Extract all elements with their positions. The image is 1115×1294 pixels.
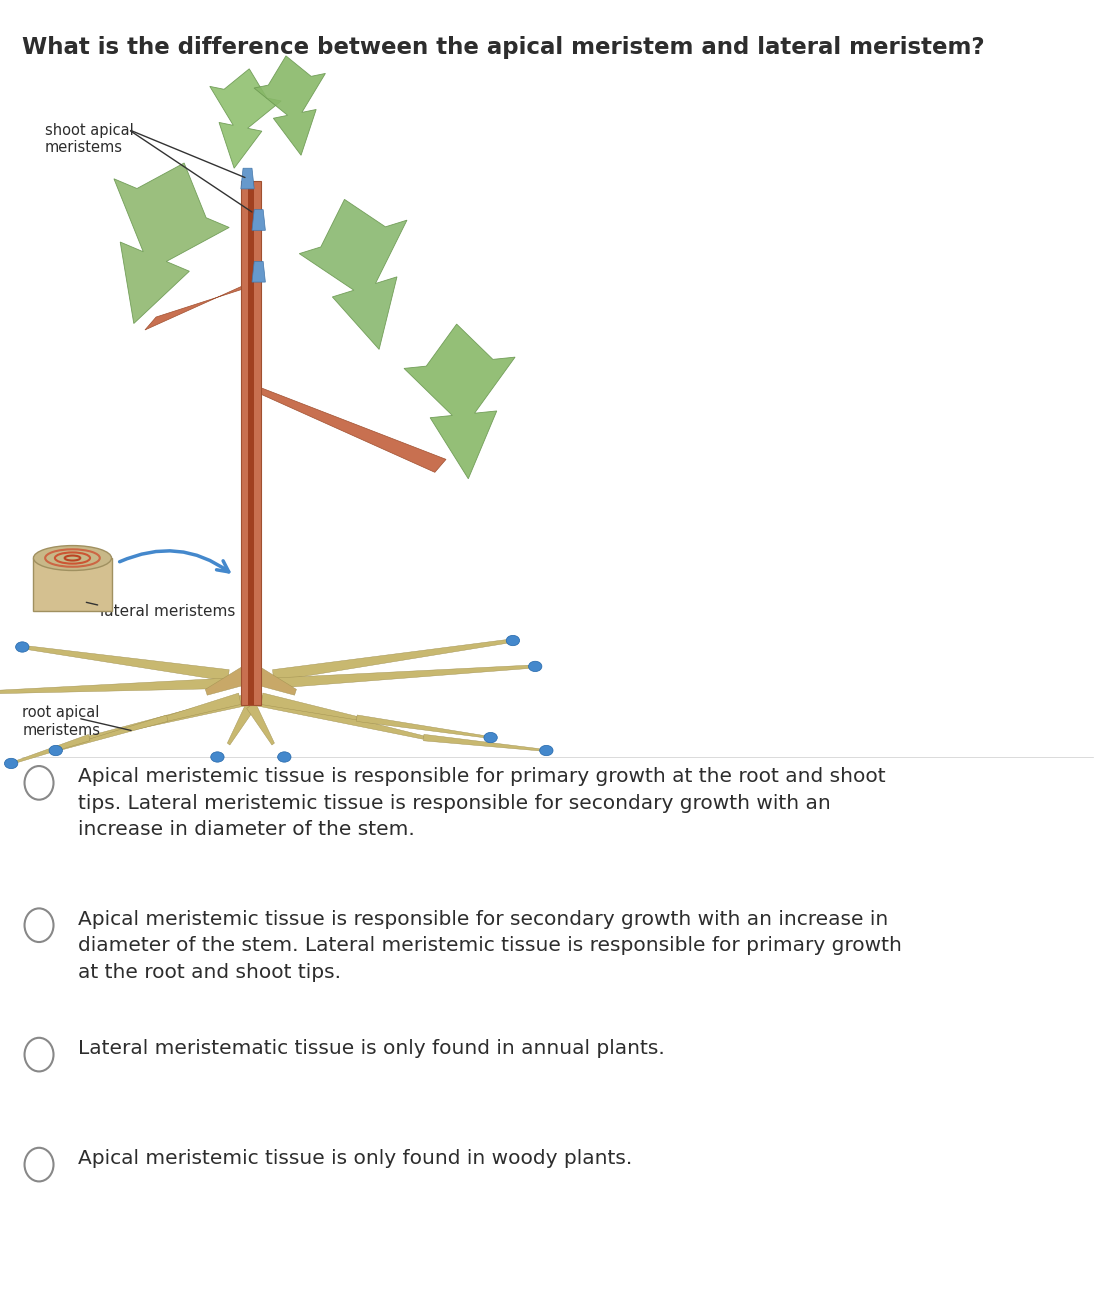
Text: Lateral meristematic tissue is only found in annual plants.: Lateral meristematic tissue is only foun… <box>78 1039 665 1058</box>
Ellipse shape <box>211 752 224 762</box>
Ellipse shape <box>49 745 62 756</box>
Polygon shape <box>252 261 265 282</box>
Ellipse shape <box>506 635 520 646</box>
Polygon shape <box>11 735 90 765</box>
Polygon shape <box>248 388 446 472</box>
Text: Apical meristemic tissue is responsible for primary growth at the root and shoot: Apical meristemic tissue is responsible … <box>78 767 885 840</box>
Text: Apical meristemic tissue is only found in woody plants.: Apical meristemic tissue is only found i… <box>78 1149 632 1168</box>
Polygon shape <box>252 210 265 230</box>
Polygon shape <box>272 639 513 681</box>
Polygon shape <box>246 703 274 745</box>
Ellipse shape <box>278 752 291 762</box>
Polygon shape <box>261 694 357 719</box>
Polygon shape <box>227 703 255 745</box>
Polygon shape <box>22 646 230 681</box>
Polygon shape <box>299 199 407 349</box>
Polygon shape <box>205 664 254 695</box>
Polygon shape <box>89 694 252 739</box>
Text: shoot apical
meristems: shoot apical meristems <box>45 123 134 155</box>
Ellipse shape <box>529 661 542 672</box>
Polygon shape <box>114 163 230 324</box>
Ellipse shape <box>540 745 553 756</box>
Polygon shape <box>273 665 535 688</box>
Text: What is the difference between the apical meristem and lateral meristem?: What is the difference between the apica… <box>22 36 985 60</box>
Polygon shape <box>145 694 241 726</box>
Polygon shape <box>241 168 254 189</box>
Ellipse shape <box>33 546 112 571</box>
Ellipse shape <box>484 732 497 743</box>
Ellipse shape <box>16 642 29 652</box>
Polygon shape <box>250 694 424 739</box>
Polygon shape <box>56 716 168 752</box>
Polygon shape <box>241 181 261 705</box>
Text: lateral meristems: lateral meristems <box>100 604 235 620</box>
Text: root apical
meristems: root apical meristems <box>22 705 100 738</box>
Polygon shape <box>0 678 229 694</box>
Polygon shape <box>404 324 515 479</box>
Polygon shape <box>254 56 326 155</box>
Polygon shape <box>210 69 281 168</box>
Polygon shape <box>145 285 256 330</box>
Polygon shape <box>424 735 546 752</box>
Polygon shape <box>248 181 254 705</box>
Polygon shape <box>248 664 297 695</box>
Polygon shape <box>357 716 491 739</box>
Text: Apical meristemic tissue is responsible for secondary growth with an increase in: Apical meristemic tissue is responsible … <box>78 910 902 982</box>
Polygon shape <box>33 558 112 611</box>
Ellipse shape <box>4 758 18 769</box>
